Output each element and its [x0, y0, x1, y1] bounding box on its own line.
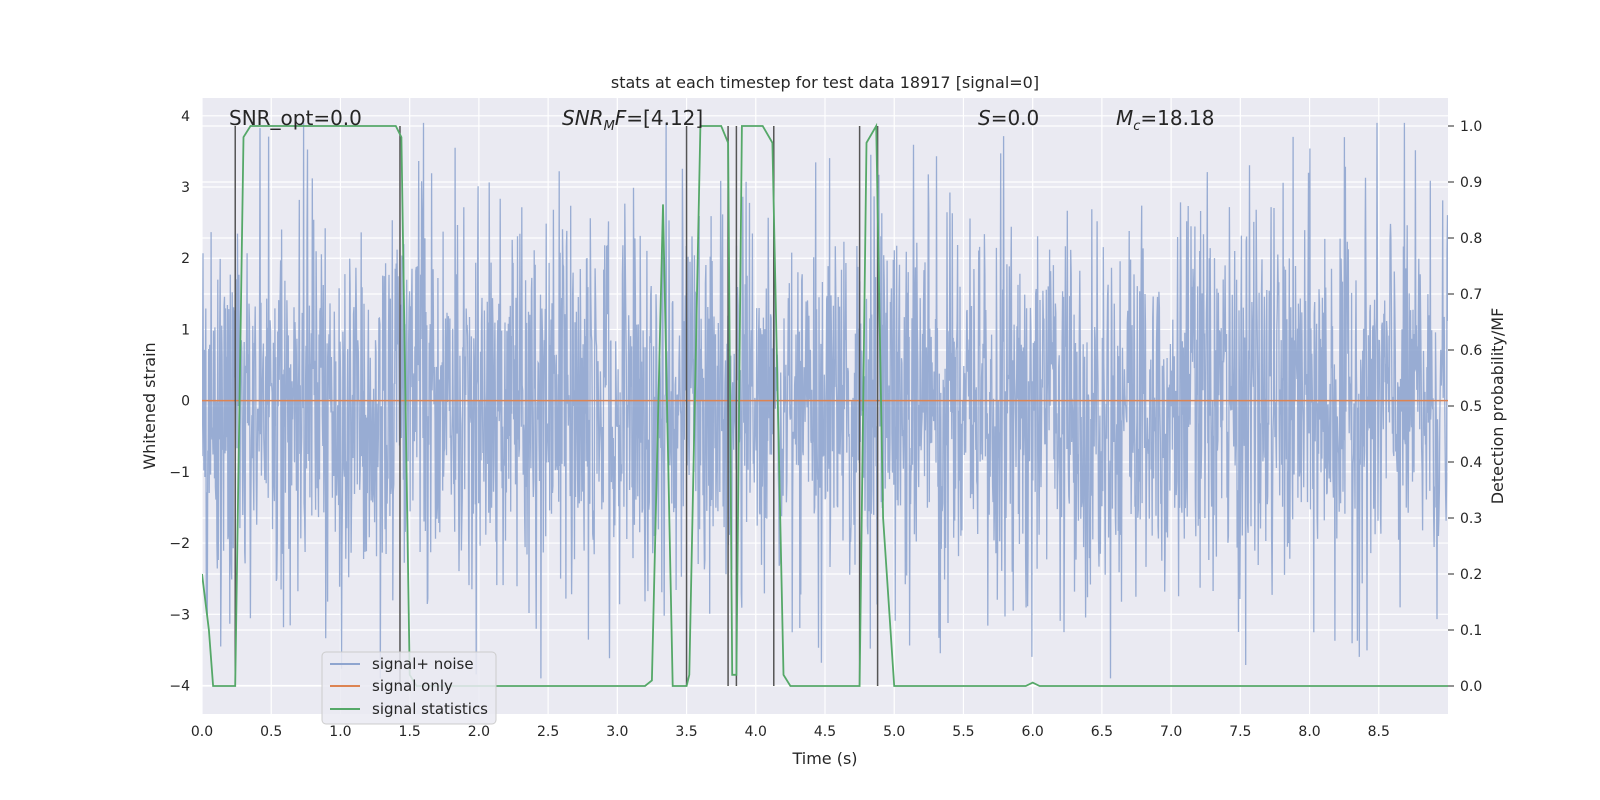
y2-tick-label: 0.5: [1460, 399, 1482, 415]
x-tick-label: 8.0: [1298, 724, 1320, 740]
y-tick-label: 0: [181, 394, 190, 410]
y2-tick-label: 0.6: [1460, 343, 1482, 359]
x-tick-label: 7.0: [1160, 724, 1182, 740]
x-tick-label: 4.0: [745, 724, 767, 740]
noise-trace: [202, 122, 1448, 679]
legend-box: [321, 651, 497, 725]
legend-label-signal-noise: signal+ noise: [372, 655, 474, 673]
vertical-markers: [234, 126, 879, 686]
y-tick-label: 4: [181, 109, 190, 125]
x-tick-label: 5.0: [883, 724, 905, 740]
y2-tick-label: 0.2: [1460, 567, 1482, 583]
x-tick-label: 4.5: [814, 724, 836, 740]
series-signal-statistics: [202, 122, 1448, 687]
legend-label-signal-statistics: signal statistics: [372, 700, 488, 718]
y2-tick-label: 0.3: [1460, 511, 1482, 527]
x-tick-label: 3.0: [606, 724, 628, 740]
x-tick-label: 1.0: [329, 724, 351, 740]
y2-tick-label: 1.0: [1460, 119, 1482, 135]
series-signal-noise: [202, 122, 1448, 679]
y2-tick-label: 0.9: [1460, 175, 1482, 191]
annotation-s-stat-value: =0.0: [991, 106, 1040, 130]
x-axis-ticks: 0.0 0.5 1.0 1.5 2.0 2.5 3.0 3.5 4.0 4.5 5.0 5.5 6.0 6…: [191, 724, 1390, 740]
y-axis-label: Whitened strain: [140, 342, 159, 469]
legend: signal+ noise signal only signal statist…: [321, 651, 497, 725]
x-tick-label: 8.5: [1368, 724, 1390, 740]
y2-axis-ticks: 1.0 0.9 0.8 0.7 0.6 0.5 0.4 0.3 0.2 0.1 0.0: [1448, 119, 1482, 695]
y2-axis-label: Detection probability/MF: [1488, 308, 1507, 505]
y-tick-label: −2: [169, 536, 190, 552]
annotations: SNR_opt=0.0 SNRMF=[4.12] S=0.0 Mc=18.18: [229, 106, 1214, 134]
annotation-s-stat: S=0.0: [978, 106, 1039, 130]
statistics-trace: [202, 122, 1448, 687]
x-tick-label: 1.5: [399, 724, 421, 740]
chart-title: stats at each timestep for test data 189…: [611, 73, 1039, 92]
y2-tick-label: 0.7: [1460, 287, 1482, 303]
annotation-snr-opt: SNR_opt=0.0: [229, 106, 362, 130]
annotation-snr-mf-value: =[4.12]: [626, 106, 703, 130]
annotation-snr-mf: SNRMF=[4.12]: [562, 106, 703, 134]
y2-tick-label: 0.0: [1460, 679, 1482, 695]
x-tick-label: 5.5: [952, 724, 974, 740]
y-tick-label: −3: [169, 607, 190, 623]
annotation-mc-value: =18.18: [1140, 106, 1214, 130]
y-tick-label: −4: [169, 679, 190, 695]
annotation-mc: Mc=18.18: [1116, 106, 1214, 134]
legend-label-signal-only: signal only: [372, 677, 453, 695]
y-tick-label: 1: [181, 322, 190, 338]
y-tick-label: 2: [181, 251, 190, 267]
y-axis-ticks: 4 3 2 1 0 −1 −2 −3 −4: [169, 109, 190, 695]
x-tick-label: 2.0: [468, 724, 490, 740]
x-tick-label: 0.0: [191, 724, 213, 740]
x-tick-label: 6.0: [1022, 724, 1044, 740]
x-axis-label: Time (s): [791, 749, 857, 768]
y2-tick-label: 0.4: [1460, 455, 1482, 471]
y-tick-label: −1: [169, 465, 190, 481]
x-tick-label: 2.5: [537, 724, 559, 740]
x-tick-label: 3.5: [675, 724, 697, 740]
y2-tick-label: 0.8: [1460, 231, 1482, 247]
y2-tick-label: 0.1: [1460, 623, 1482, 639]
x-tick-label: 7.5: [1229, 724, 1251, 740]
y-tick-label: 3: [181, 180, 190, 196]
x-tick-label: 6.5: [1091, 724, 1113, 740]
x-tick-label: 0.5: [260, 724, 282, 740]
